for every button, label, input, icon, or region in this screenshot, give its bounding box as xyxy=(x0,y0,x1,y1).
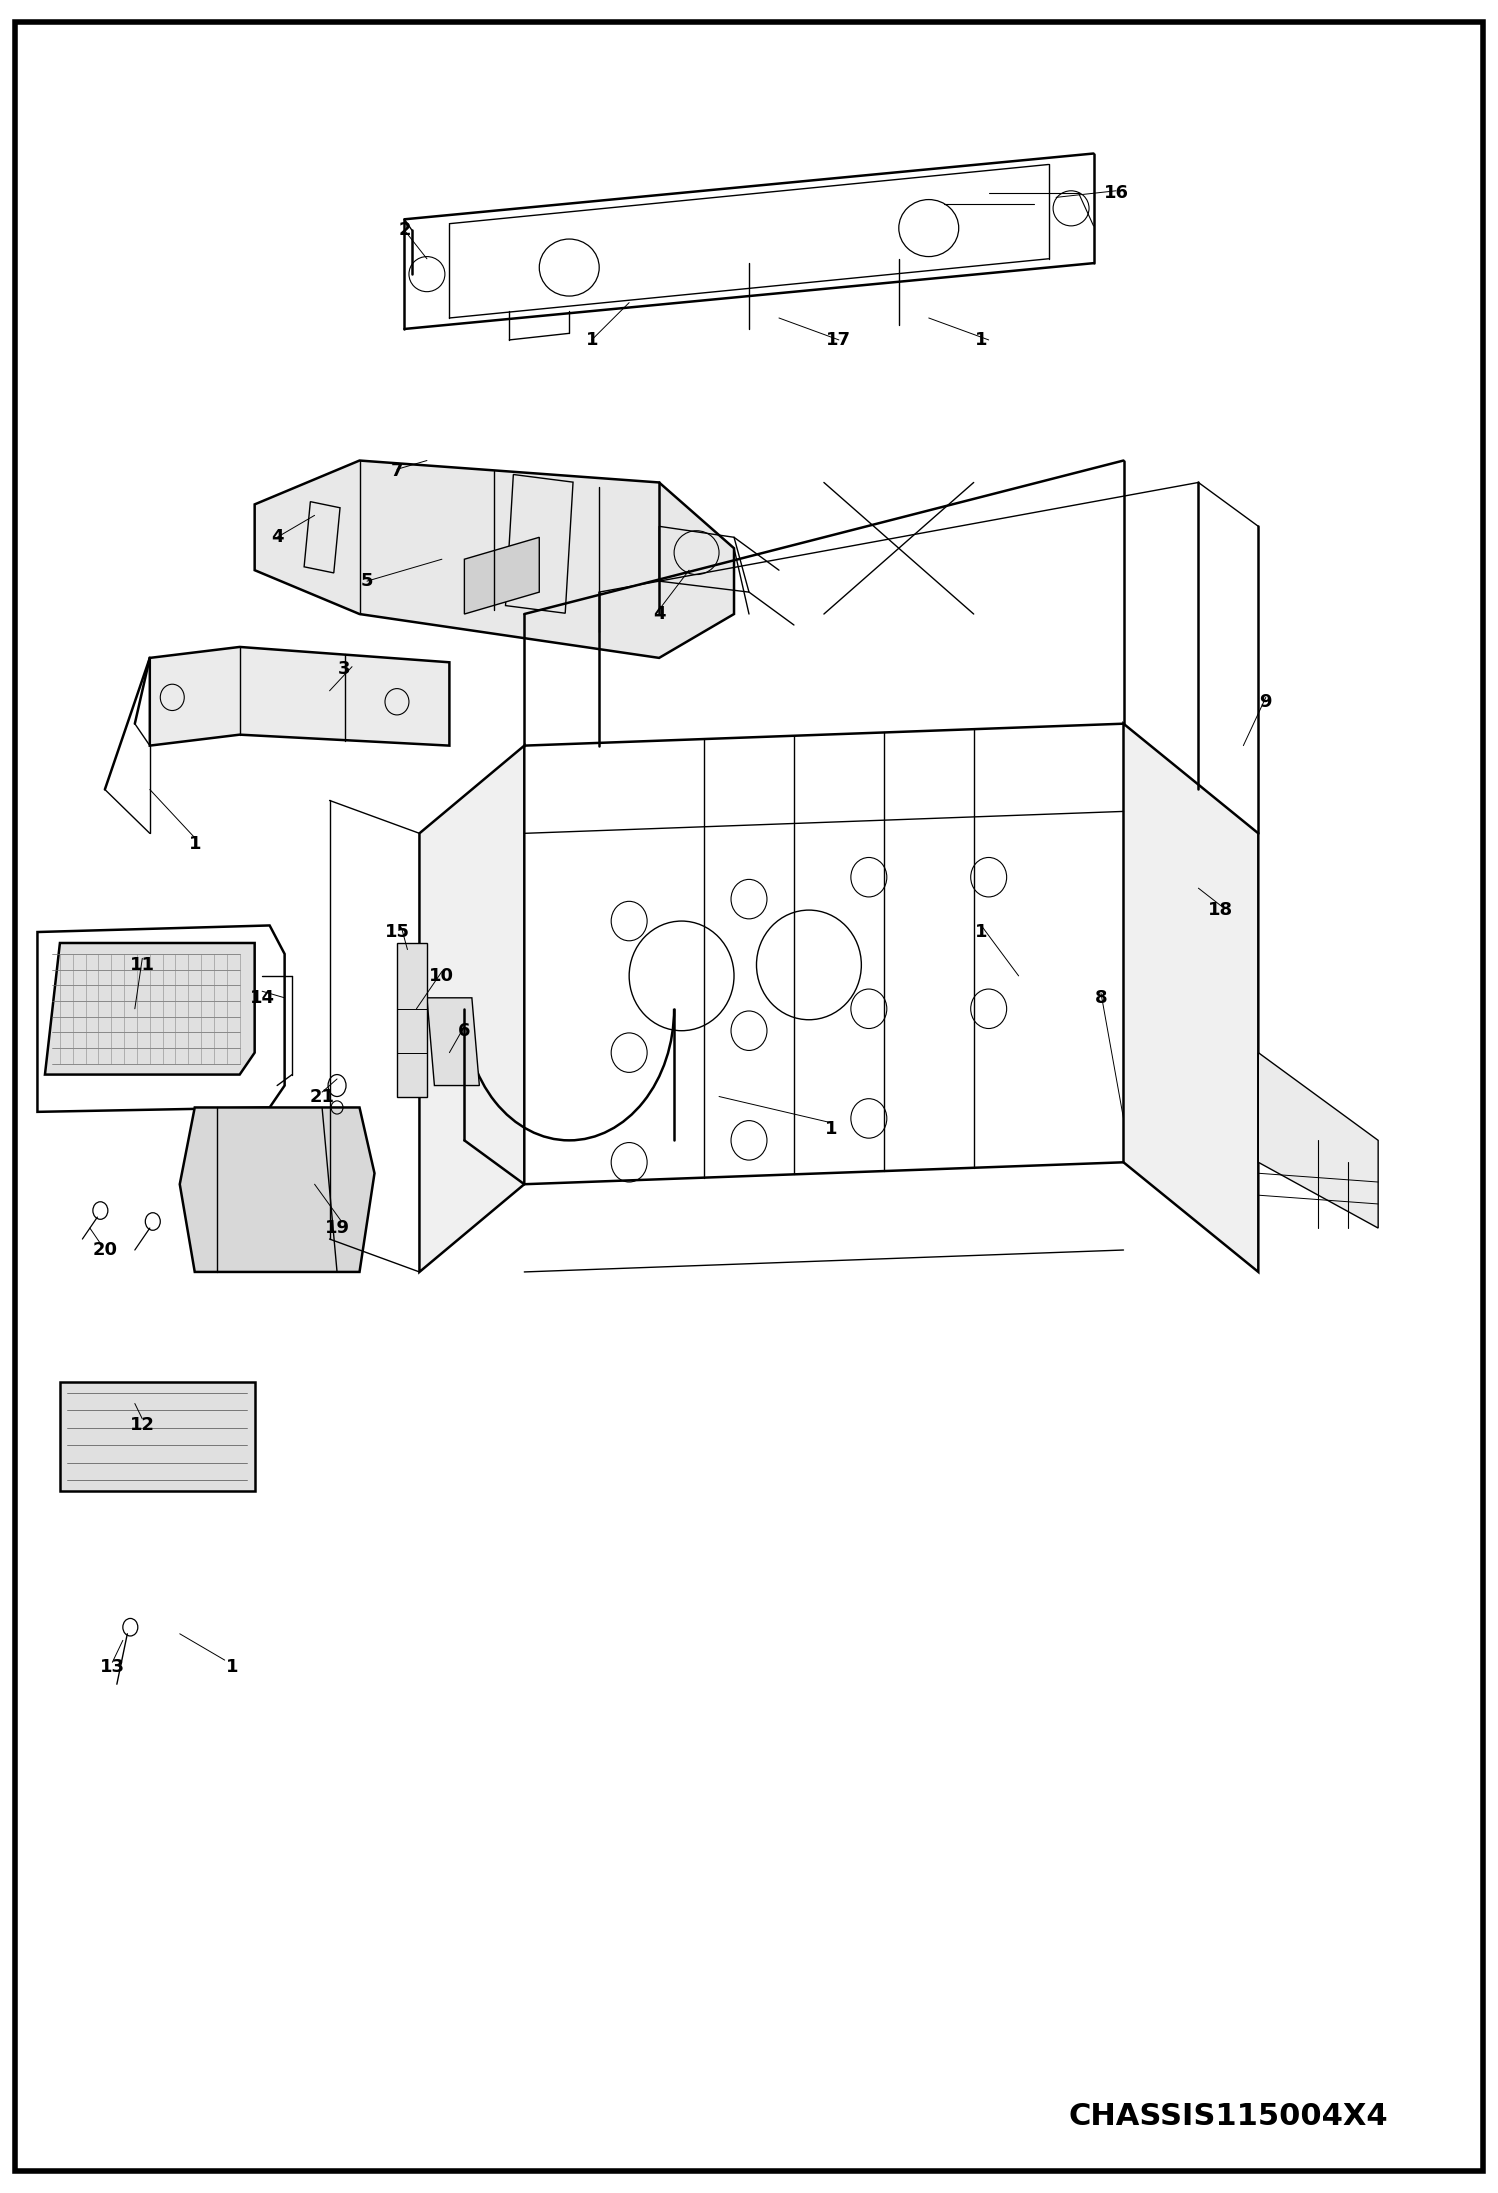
Polygon shape xyxy=(1258,1053,1378,1228)
Polygon shape xyxy=(180,1107,374,1272)
Text: 4: 4 xyxy=(653,605,665,623)
Polygon shape xyxy=(150,647,449,746)
Text: 12: 12 xyxy=(130,1417,154,1434)
Text: 15: 15 xyxy=(385,923,409,941)
Text: 1: 1 xyxy=(975,923,987,941)
Polygon shape xyxy=(1124,724,1258,1272)
Polygon shape xyxy=(60,1382,255,1491)
Text: 4: 4 xyxy=(271,529,283,546)
Polygon shape xyxy=(427,998,479,1086)
Text: 1: 1 xyxy=(975,331,987,349)
Text: 1: 1 xyxy=(586,331,598,349)
Polygon shape xyxy=(45,943,255,1075)
Text: 21: 21 xyxy=(310,1088,334,1105)
Text: 1: 1 xyxy=(226,1658,238,1675)
Polygon shape xyxy=(397,943,427,1096)
Text: 18: 18 xyxy=(1209,901,1233,919)
Text: 20: 20 xyxy=(93,1241,117,1259)
Text: 9: 9 xyxy=(1260,693,1272,711)
Polygon shape xyxy=(255,461,734,658)
Text: 11: 11 xyxy=(130,956,154,974)
Text: 1: 1 xyxy=(825,1121,837,1138)
Text: 19: 19 xyxy=(325,1219,349,1237)
Text: 2: 2 xyxy=(398,221,410,239)
Text: 16: 16 xyxy=(1104,184,1128,202)
Polygon shape xyxy=(419,746,524,1272)
Text: 3: 3 xyxy=(339,660,351,678)
Text: 8: 8 xyxy=(1095,989,1107,1007)
Text: 7: 7 xyxy=(391,463,403,480)
Text: 14: 14 xyxy=(250,989,274,1007)
Text: 17: 17 xyxy=(827,331,851,349)
Text: CHASSIS115004X4: CHASSIS115004X4 xyxy=(1068,2101,1389,2132)
Text: 1: 1 xyxy=(189,836,201,853)
Text: 5: 5 xyxy=(361,572,373,590)
Text: 10: 10 xyxy=(430,967,454,985)
Polygon shape xyxy=(464,537,539,614)
Text: 6: 6 xyxy=(458,1022,470,1039)
Text: 13: 13 xyxy=(100,1658,124,1675)
